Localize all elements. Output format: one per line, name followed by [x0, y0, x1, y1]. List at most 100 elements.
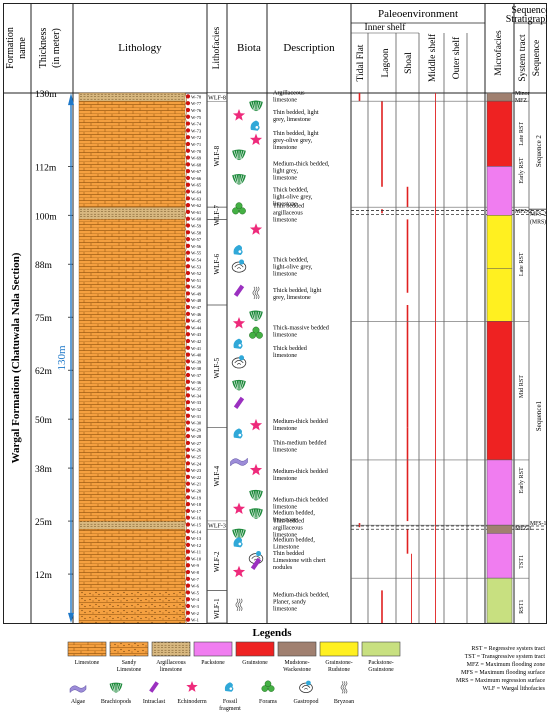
lithology-unit — [78, 529, 186, 591]
legend-abbreviation: MRS = Maximum regression surface — [456, 677, 545, 684]
description-text: Thick bedded, light-olive grey, limestone — [273, 186, 313, 207]
sample-label: W-30 — [191, 421, 202, 426]
sample-label: W-41 — [191, 346, 202, 351]
legend-swatch-packstone — [193, 641, 233, 657]
sample-label: W-20 — [191, 489, 202, 494]
sample-marker — [185, 563, 191, 568]
sample-marker — [185, 311, 191, 316]
legend-abbreviation: MFS = Maximum flooding surface — [461, 669, 545, 676]
sample-label: W-55 — [191, 251, 202, 256]
log-frame — [3, 3, 547, 624]
fossil-fragment-icon — [233, 338, 243, 349]
description-text: Medium-thick bedded, light grey, limestone — [273, 161, 330, 182]
lithofacies-label: WLF-8 — [213, 145, 221, 166]
sample-marker — [185, 522, 191, 527]
header-sequence-stratigraphy: Sequence — [511, 5, 547, 16]
intraclast-icon — [233, 396, 245, 409]
sample-label: W-16 — [191, 516, 202, 521]
sample-marker — [185, 610, 191, 615]
sample-label: W-72 — [191, 135, 202, 140]
sample-label: W-77 — [191, 101, 202, 106]
sample-label: W-67 — [191, 169, 202, 174]
sample-label: W-69 — [191, 156, 202, 161]
sample-marker — [185, 488, 191, 493]
legend-biota-label: Algae — [71, 699, 86, 705]
sample-marker — [185, 141, 191, 147]
sample-label: W-76 — [191, 108, 202, 113]
sample-marker — [185, 121, 191, 126]
sample-marker — [185, 495, 191, 500]
description-text: Medium-thick bedded limestone — [273, 496, 329, 510]
legend-swatch-label: Limestone — [75, 660, 100, 666]
sample-label: W-10 — [191, 556, 202, 561]
sample-marker — [185, 372, 191, 378]
legend-swatch-grainstone_rudstone — [319, 641, 359, 657]
echinoderm-icon — [249, 223, 263, 235]
legend-swatch-label: Argillaceous — [156, 660, 186, 666]
sample-label: W-54 — [191, 257, 202, 262]
header-biota: Biota — [237, 42, 261, 54]
header-formation: name — [17, 37, 28, 59]
description-text: Medium-thick bedded limestone — [273, 418, 329, 432]
sample-marker — [185, 542, 191, 547]
sample-label: W-11 — [191, 550, 202, 555]
lithofacies-label: WLF-8 — [208, 96, 226, 102]
sample-label: W-68 — [191, 162, 202, 167]
microfacies-block — [486, 533, 513, 579]
sample-label: W-78 — [191, 94, 202, 99]
system-tract-label: Mid RST — [518, 375, 525, 398]
thickness-tick-label: 130m — [35, 90, 57, 100]
sample-marker — [185, 393, 191, 398]
sample-marker — [185, 427, 191, 432]
echinoderm-icon — [232, 565, 246, 578]
intraclast-icon — [149, 681, 159, 693]
system-tract-label: Early RST — [518, 157, 525, 184]
legend-biota-label: Bryzoan — [334, 699, 354, 705]
brachiopod-icon — [232, 173, 246, 185]
gastropod-icon — [231, 259, 247, 273]
brachiopod-icon — [232, 379, 246, 391]
header-system-tract: System tract — [518, 34, 528, 82]
sample-label: W-7 — [191, 577, 200, 582]
brachiopod-icon — [249, 489, 263, 501]
sample-label: W-39 — [191, 359, 202, 364]
header-description: Description — [283, 42, 335, 54]
sample-marker — [185, 474, 191, 480]
lithofacies-label-bg — [207, 521, 227, 530]
formation-name: Wargal Formation (Chatuwala Nala Section… — [10, 252, 22, 463]
sample-marker — [185, 209, 191, 215]
description-text: Thin bedded, light grey, limestone — [273, 109, 319, 123]
sample-label: W-37 — [191, 373, 202, 378]
lithology-weathering-edge — [184, 92, 187, 624]
brachiopod-icon — [249, 100, 263, 112]
system-tract-label: Minor — [515, 91, 530, 97]
header-formation: Formation — [5, 27, 16, 69]
scale-arrow-head-up — [68, 93, 74, 106]
header-outer-shelf: Outer shelf — [451, 36, 462, 79]
lithofacies-label: WLF-3 — [208, 524, 226, 530]
sample-marker — [185, 94, 191, 99]
sample-marker — [185, 148, 191, 153]
echinoderm-icon — [232, 502, 246, 514]
fossil-fragment-icon — [224, 682, 234, 692]
sequence-label: Sequence 2 — [535, 135, 543, 168]
lithology-unit — [78, 219, 186, 522]
legend-abbreviation: TST = Transgressive system tract — [465, 654, 546, 660]
header-sequence: Sequence — [532, 40, 542, 76]
sample-label: W-15 — [191, 522, 202, 527]
lithology-unit — [78, 100, 186, 208]
sample-marker — [185, 501, 191, 507]
sample-marker — [185, 196, 191, 201]
microfacies-block — [486, 100, 513, 167]
sample-marker — [185, 413, 191, 418]
sample-marker — [185, 352, 191, 357]
legend-abbreviation: RST = Regressive systers tract — [471, 646, 545, 652]
legend-title: Legends — [252, 627, 292, 639]
sample-marker — [185, 182, 191, 187]
sample-marker — [185, 535, 191, 541]
sample-marker — [185, 515, 191, 520]
header-microfacies: Microfacies — [493, 30, 504, 76]
legend-swatch-label: Grainstone — [368, 667, 394, 673]
thickness-tick-label: 25m — [35, 518, 53, 528]
brachiopod-icon — [109, 682, 123, 693]
